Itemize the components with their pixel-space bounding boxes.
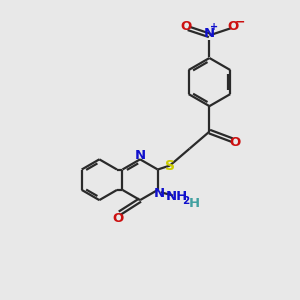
Text: N: N — [135, 149, 146, 162]
Text: O: O — [229, 136, 241, 149]
Text: H: H — [189, 197, 200, 210]
Text: 2: 2 — [182, 196, 190, 206]
Text: O: O — [227, 20, 239, 32]
Text: NH: NH — [166, 190, 188, 203]
Text: −: − — [235, 16, 245, 28]
Text: N: N — [204, 27, 215, 40]
Text: +: + — [211, 22, 219, 32]
Text: N: N — [154, 187, 165, 200]
Text: S: S — [165, 159, 175, 172]
Text: O: O — [180, 20, 192, 32]
Text: O: O — [112, 212, 124, 225]
